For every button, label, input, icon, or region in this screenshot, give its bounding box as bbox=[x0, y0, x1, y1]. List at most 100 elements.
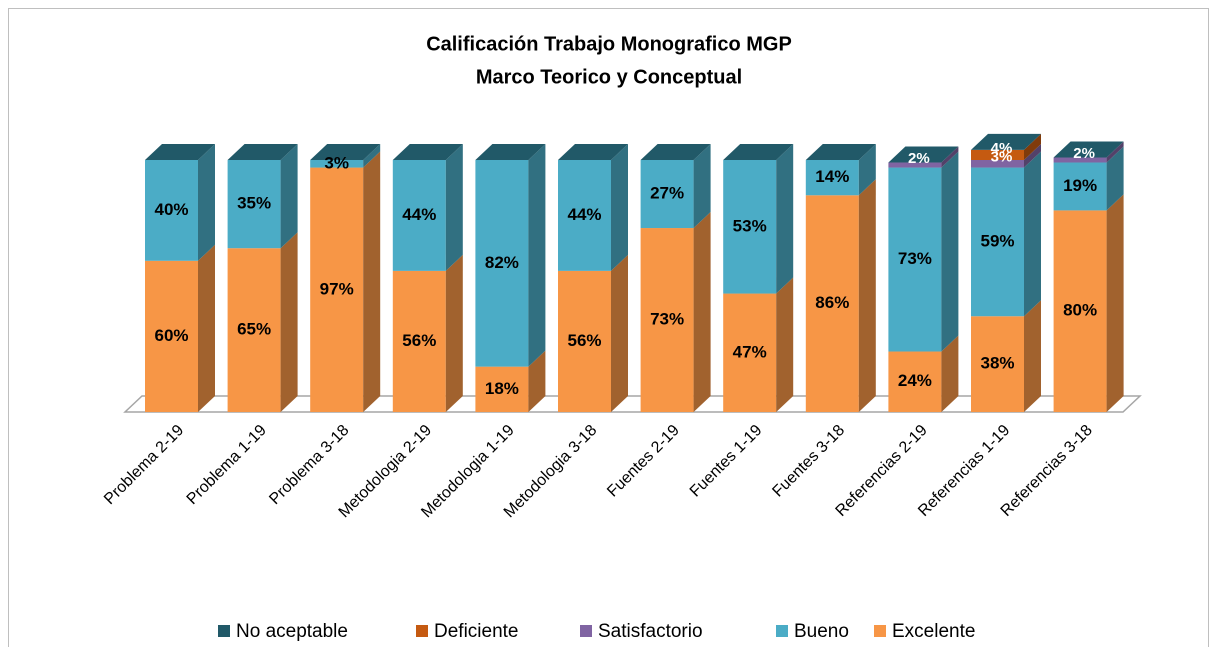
bar-segment bbox=[392, 160, 446, 271]
data-label: 2% bbox=[1073, 145, 1095, 162]
bar-top bbox=[723, 144, 794, 160]
data-label: 56% bbox=[402, 331, 436, 350]
data-label: 18% bbox=[485, 379, 519, 398]
bar-top bbox=[227, 144, 298, 160]
bar-side bbox=[528, 350, 546, 412]
bar-side bbox=[280, 144, 298, 249]
bar-top bbox=[1053, 141, 1124, 158]
floor bbox=[123, 395, 1142, 413]
bar-segment bbox=[971, 160, 1024, 168]
data-label: 56% bbox=[567, 331, 601, 350]
bar-side bbox=[1024, 144, 1041, 168]
data-label: 38% bbox=[980, 354, 1014, 373]
data-label: 73% bbox=[650, 310, 684, 329]
bar-segment bbox=[888, 162, 942, 168]
data-label: 73% bbox=[898, 249, 932, 268]
bar-side bbox=[1106, 194, 1124, 412]
bar-segment bbox=[1053, 162, 1107, 211]
legend-swatch bbox=[218, 625, 230, 637]
legend-swatch bbox=[416, 625, 428, 637]
bar-segment bbox=[971, 316, 1024, 412]
bar-top bbox=[888, 146, 959, 163]
bar-segment bbox=[805, 195, 859, 412]
bar-segment bbox=[971, 167, 1024, 317]
bar-side bbox=[776, 144, 794, 294]
bar-side bbox=[198, 244, 215, 412]
bar-segment bbox=[1053, 157, 1107, 163]
bar-segment bbox=[392, 270, 446, 412]
bar-top bbox=[310, 144, 381, 160]
bar-side bbox=[941, 146, 959, 168]
data-label: 65% bbox=[237, 320, 271, 339]
data-label: 80% bbox=[1063, 301, 1097, 320]
data-label: 97% bbox=[320, 279, 354, 298]
data-label: 27% bbox=[650, 184, 684, 203]
bar-segment bbox=[558, 270, 611, 412]
bar-side bbox=[1024, 133, 1041, 160]
bar-side bbox=[858, 179, 876, 412]
data-label: 2% bbox=[908, 150, 930, 167]
bar-segment bbox=[475, 160, 529, 367]
data-label: 4% bbox=[991, 140, 1013, 157]
bar-segment bbox=[723, 160, 777, 294]
legend-label: No aceptable bbox=[236, 621, 348, 642]
data-label: 19% bbox=[1063, 176, 1097, 195]
bar-top bbox=[640, 144, 711, 160]
legend-label: Satisfactorio bbox=[598, 621, 703, 642]
bar-side bbox=[941, 335, 959, 412]
bar-segment bbox=[1053, 210, 1107, 412]
bar-side bbox=[445, 254, 463, 412]
bar-segment bbox=[888, 167, 942, 352]
bar-segment bbox=[558, 160, 611, 271]
legend-label: Deficiente bbox=[434, 621, 519, 642]
legend-label: Excelente bbox=[892, 621, 975, 642]
bar-top bbox=[558, 144, 628, 160]
data-label: 86% bbox=[815, 293, 849, 312]
data-label: 60% bbox=[154, 326, 188, 345]
bar-side bbox=[198, 144, 215, 261]
bar-side bbox=[1106, 146, 1124, 211]
data-label: 35% bbox=[237, 194, 271, 213]
legend-swatch bbox=[580, 625, 592, 637]
legend-swatch bbox=[874, 625, 886, 637]
bar-segment bbox=[145, 260, 198, 412]
data-label: 24% bbox=[898, 371, 932, 390]
bar-top bbox=[971, 133, 1041, 150]
data-label: 82% bbox=[485, 253, 519, 272]
chart-title: Calificación Trabajo Monografico MGP bbox=[426, 33, 792, 55]
bar-side bbox=[693, 212, 711, 412]
bar-side bbox=[1024, 151, 1041, 317]
bar-side bbox=[528, 144, 546, 367]
bar-side bbox=[611, 144, 628, 271]
bar-side bbox=[280, 232, 298, 412]
bar-segment bbox=[640, 228, 694, 412]
bar-side bbox=[941, 151, 959, 352]
bar-side bbox=[693, 144, 711, 229]
bar-segment bbox=[475, 366, 529, 412]
bar-segment bbox=[723, 293, 777, 412]
bar-segment bbox=[310, 167, 364, 412]
bar-top bbox=[145, 144, 215, 160]
legend-swatch bbox=[776, 625, 788, 637]
bar-segment bbox=[971, 149, 1024, 160]
bar-side bbox=[363, 144, 381, 168]
bar-side bbox=[445, 144, 463, 271]
bar-segment bbox=[888, 351, 942, 412]
chart-subtitle: Marco Teorico y Conceptual bbox=[476, 66, 742, 88]
data-label: 47% bbox=[733, 342, 767, 361]
bar-side bbox=[776, 277, 794, 412]
data-label: 44% bbox=[402, 205, 436, 224]
data-label: 40% bbox=[154, 200, 188, 219]
data-label: 53% bbox=[733, 216, 767, 235]
data-label: 3% bbox=[324, 153, 349, 172]
bar-segment bbox=[805, 160, 859, 196]
bar-side bbox=[1106, 141, 1124, 163]
bar-top bbox=[392, 144, 463, 160]
bar-side bbox=[611, 254, 628, 412]
bar-segment bbox=[310, 160, 364, 168]
data-label: 3% bbox=[991, 149, 1013, 166]
bar-side bbox=[363, 151, 381, 412]
data-label: 44% bbox=[567, 205, 601, 224]
bar-side bbox=[1024, 300, 1041, 412]
